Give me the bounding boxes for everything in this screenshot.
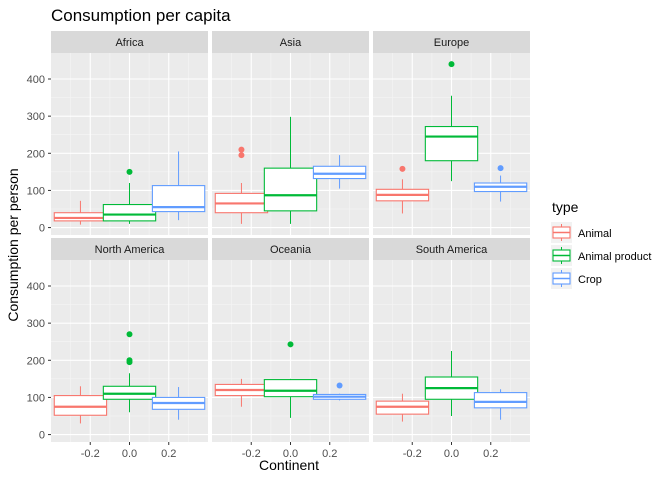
x-tick-label: 0.2 (322, 448, 337, 460)
legend-label: Animal product (578, 251, 651, 263)
facet-strip (212, 31, 369, 53)
outlier-point (399, 165, 406, 172)
box-iqr (102, 203, 157, 222)
y-axis-title: Consumption per person (5, 168, 21, 321)
x-tick-label: 0.0 (444, 448, 459, 460)
box-iqr (263, 379, 318, 398)
box-iqr (424, 125, 479, 162)
x-tick-label: -0.2 (81, 448, 100, 460)
x-tick-label: 0.2 (483, 448, 498, 460)
boxplot-crop (473, 389, 528, 420)
facet-strip (212, 238, 369, 260)
y-tick-label: 100 (27, 185, 45, 197)
y-tick-label: 100 (27, 392, 45, 404)
legend-key-animal: Animal (551, 222, 612, 243)
outlier-point (126, 357, 133, 364)
boxplot-animal-product (263, 116, 318, 224)
facet-panel: South America -0.2 0.0 0.2 (373, 238, 530, 460)
outlier-point (126, 168, 133, 175)
legend: type Animal Animal product Crop (551, 199, 651, 289)
chart-title: Consumption per capita (51, 6, 231, 25)
facet-strip-label: North America (95, 244, 166, 256)
y-tick-label: 0 (39, 430, 45, 442)
outlier-point (238, 152, 245, 159)
outlier-point (497, 165, 504, 172)
boxplot-crop (312, 155, 367, 189)
y-tick-label: 300 (27, 318, 45, 330)
x-axis-title: Continent (259, 457, 319, 473)
facet-strip (51, 31, 208, 53)
y-tick-label: 300 (27, 111, 45, 123)
facet-strip-label: Africa (115, 37, 144, 49)
boxplot-animal-product (263, 341, 318, 418)
x-tick-label: 0.0 (122, 448, 137, 460)
facet-panel: Asia (212, 31, 369, 235)
y-tick-label: 400 (27, 74, 45, 86)
legend-key-crop: Crop (551, 268, 602, 289)
outlier-point (126, 331, 133, 338)
facet-panel: Africa 0 100 200 300 400 (27, 31, 208, 235)
box-iqr (53, 395, 108, 416)
facet-panels: Africa 0 100 200 300 400 Asia Europe North Ameri… (27, 31, 530, 460)
x-tick-label: 0.0 (283, 448, 298, 460)
y-tick-label: 200 (27, 148, 45, 160)
facet-panel: Europe (373, 31, 530, 235)
x-tick-label: -0.2 (403, 448, 422, 460)
box-iqr (473, 392, 528, 409)
outlier-point (448, 61, 455, 68)
facet-strip-label: Europe (434, 37, 469, 49)
box-iqr (263, 167, 318, 212)
box-iqr (53, 212, 108, 222)
boxplot-crop (151, 151, 206, 221)
legend-label: Crop (578, 274, 602, 286)
legend-label: Animal (578, 228, 612, 240)
boxplot-crop (151, 387, 206, 420)
outlier-point (287, 341, 294, 348)
facet-strip (373, 238, 530, 260)
boxplot-animal-product (424, 351, 479, 416)
boxplot-animal (375, 165, 430, 214)
facet-strip (51, 238, 208, 260)
box-iqr (312, 165, 367, 180)
boxplot-animal-product (424, 61, 479, 182)
boxplot-animal (375, 393, 430, 422)
boxplot-animal-product (102, 168, 157, 224)
y-tick-label: 0 (39, 223, 45, 235)
facet-panel: North America 0 100 200 300 400 -0.2 0.0 0.2 (27, 238, 208, 460)
x-tick-label: 0.2 (161, 448, 176, 460)
boxplot-animal-product (102, 331, 157, 413)
facet-strip-label: South America (416, 244, 488, 256)
facet-strip (373, 31, 530, 53)
legend-key-animal-product: Animal product (551, 245, 651, 266)
boxplot-crop (473, 165, 528, 202)
boxplot-animal (53, 386, 108, 424)
facet-strip-label: Oceania (270, 244, 312, 256)
facet-strip-label: Asia (280, 37, 302, 49)
outlier-point (238, 146, 245, 153)
x-tick-label: -0.2 (242, 448, 261, 460)
y-tick-label: 200 (27, 355, 45, 367)
outlier-point (336, 382, 343, 389)
y-tick-label: 400 (27, 281, 45, 293)
legend-title: type (552, 199, 579, 215)
boxplot-crop (312, 382, 367, 401)
facet-panel: Oceania -0.2 0.0 0.2 (212, 238, 369, 460)
